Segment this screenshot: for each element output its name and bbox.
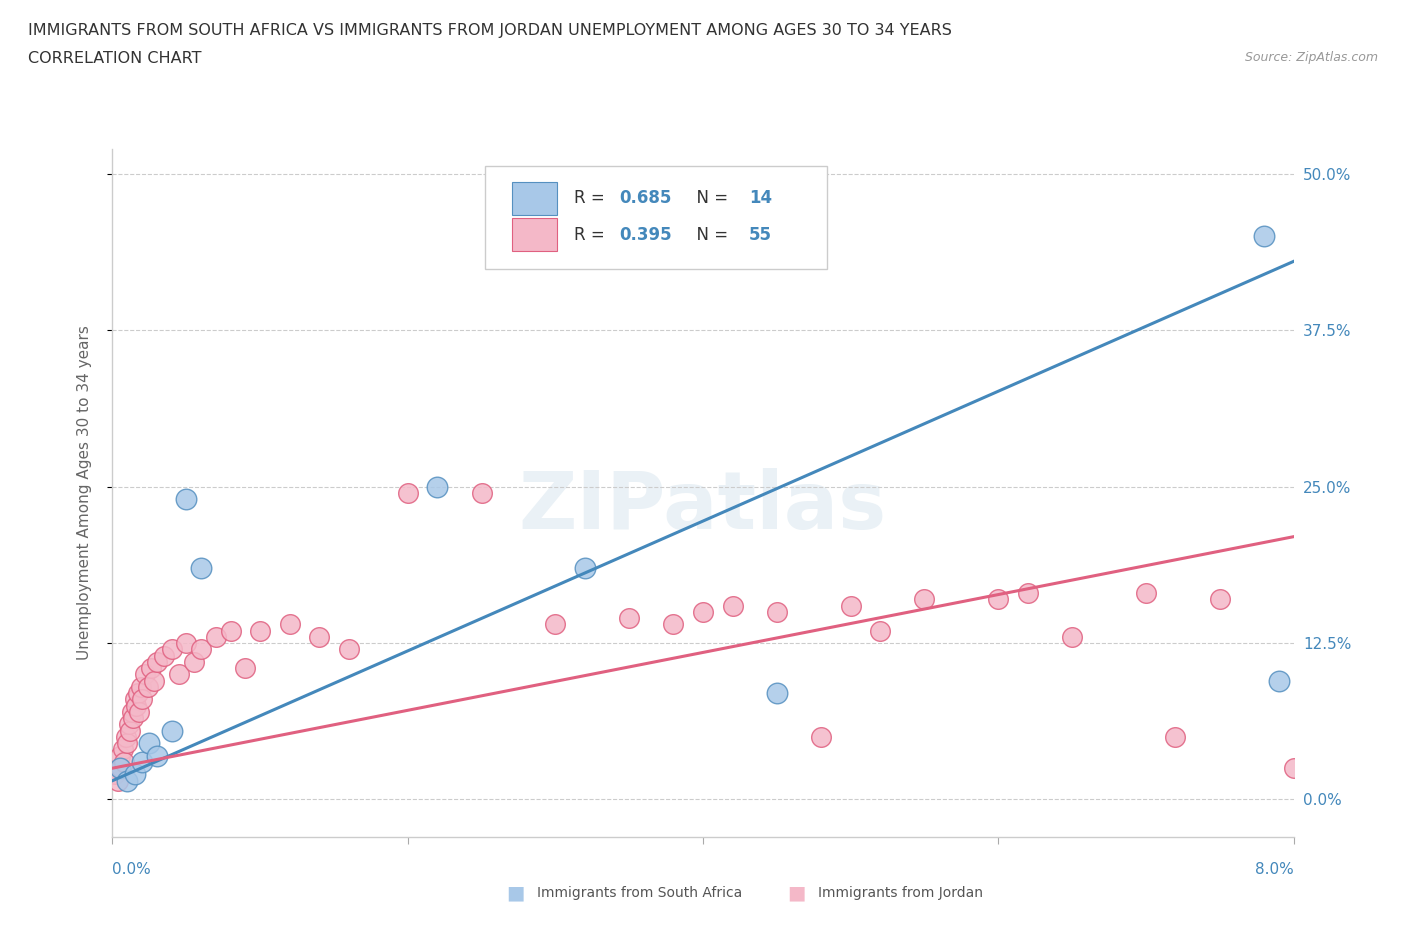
Text: 14: 14	[749, 190, 772, 207]
Point	[114, 729, 136, 744]
Point	[138, 736, 160, 751]
Point	[662, 617, 685, 631]
Point	[111, 742, 134, 757]
Point	[205, 630, 228, 644]
Point	[128, 704, 150, 719]
Point	[136, 680, 159, 695]
Point	[112, 754, 135, 769]
Point	[124, 692, 146, 707]
Point	[160, 642, 183, 657]
Point	[108, 749, 131, 764]
Point	[121, 704, 143, 719]
Point	[167, 667, 190, 682]
Text: R =: R =	[574, 190, 610, 207]
Text: IMMIGRANTS FROM SOUTH AFRICA VS IMMIGRANTS FROM JORDAN UNEMPLOYMENT AMONG AGES 3: IMMIGRANTS FROM SOUTH AFRICA VS IMMIGRAN…	[28, 23, 952, 38]
FancyBboxPatch shape	[485, 166, 827, 270]
Point	[249, 623, 271, 638]
Point	[124, 767, 146, 782]
Point	[127, 685, 149, 700]
Point	[110, 761, 132, 776]
Point	[219, 623, 242, 638]
Text: CORRELATION CHART: CORRELATION CHART	[28, 51, 201, 66]
Point	[1164, 729, 1187, 744]
Point	[131, 692, 153, 707]
Text: N =: N =	[686, 226, 734, 244]
Point	[183, 655, 205, 670]
Point	[1135, 586, 1157, 601]
Point	[839, 598, 862, 613]
FancyBboxPatch shape	[512, 182, 557, 215]
Text: 0.0%: 0.0%	[112, 862, 152, 877]
Point	[190, 561, 212, 576]
Point	[190, 642, 212, 657]
Point	[987, 591, 1010, 606]
Text: 8.0%: 8.0%	[1254, 862, 1294, 877]
Point	[134, 667, 156, 682]
Point	[1208, 591, 1232, 606]
Y-axis label: Unemployment Among Ages 30 to 34 years: Unemployment Among Ages 30 to 34 years	[77, 326, 91, 660]
Point	[1282, 761, 1305, 776]
Text: ■: ■	[787, 884, 806, 902]
Point	[118, 717, 141, 732]
Point	[153, 648, 176, 663]
Point	[160, 724, 183, 738]
Point	[470, 485, 494, 500]
Point	[174, 492, 197, 507]
Point	[337, 642, 360, 657]
Text: Source: ZipAtlas.com: Source: ZipAtlas.com	[1244, 51, 1378, 64]
Point	[146, 655, 169, 670]
Point	[721, 598, 744, 613]
Text: ZIPatlas: ZIPatlas	[519, 468, 887, 546]
Point	[117, 773, 138, 788]
Point	[544, 617, 567, 631]
Point	[619, 611, 641, 626]
Point	[1253, 229, 1275, 244]
Point	[131, 754, 153, 769]
Point	[1017, 586, 1039, 601]
Point	[108, 761, 131, 776]
Text: Immigrants from Jordan: Immigrants from Jordan	[818, 885, 983, 900]
Point	[278, 617, 301, 631]
Text: R =: R =	[574, 226, 610, 244]
Point	[766, 685, 789, 700]
Point	[174, 635, 197, 650]
Point	[914, 591, 936, 606]
FancyBboxPatch shape	[512, 219, 557, 251]
Point	[1062, 630, 1084, 644]
Point	[396, 485, 419, 500]
Point	[117, 736, 138, 751]
Point	[107, 773, 129, 788]
Point	[146, 749, 169, 764]
Point	[574, 561, 596, 576]
Point	[125, 698, 148, 713]
Point	[426, 479, 449, 494]
Point	[104, 767, 127, 782]
Text: N =: N =	[686, 190, 734, 207]
Text: 0.685: 0.685	[619, 190, 672, 207]
Text: 0.395: 0.395	[619, 226, 672, 244]
Text: ■: ■	[506, 884, 524, 902]
Point	[692, 604, 714, 619]
Text: Immigrants from South Africa: Immigrants from South Africa	[537, 885, 742, 900]
Point	[142, 673, 165, 688]
Point	[1268, 673, 1291, 688]
Point	[129, 680, 152, 695]
Point	[308, 630, 330, 644]
Point	[766, 604, 789, 619]
Point	[869, 623, 891, 638]
Point	[120, 724, 142, 738]
Point	[810, 729, 832, 744]
Point	[139, 660, 162, 675]
Point	[233, 660, 256, 675]
Point	[122, 711, 145, 725]
Text: 55: 55	[749, 226, 772, 244]
